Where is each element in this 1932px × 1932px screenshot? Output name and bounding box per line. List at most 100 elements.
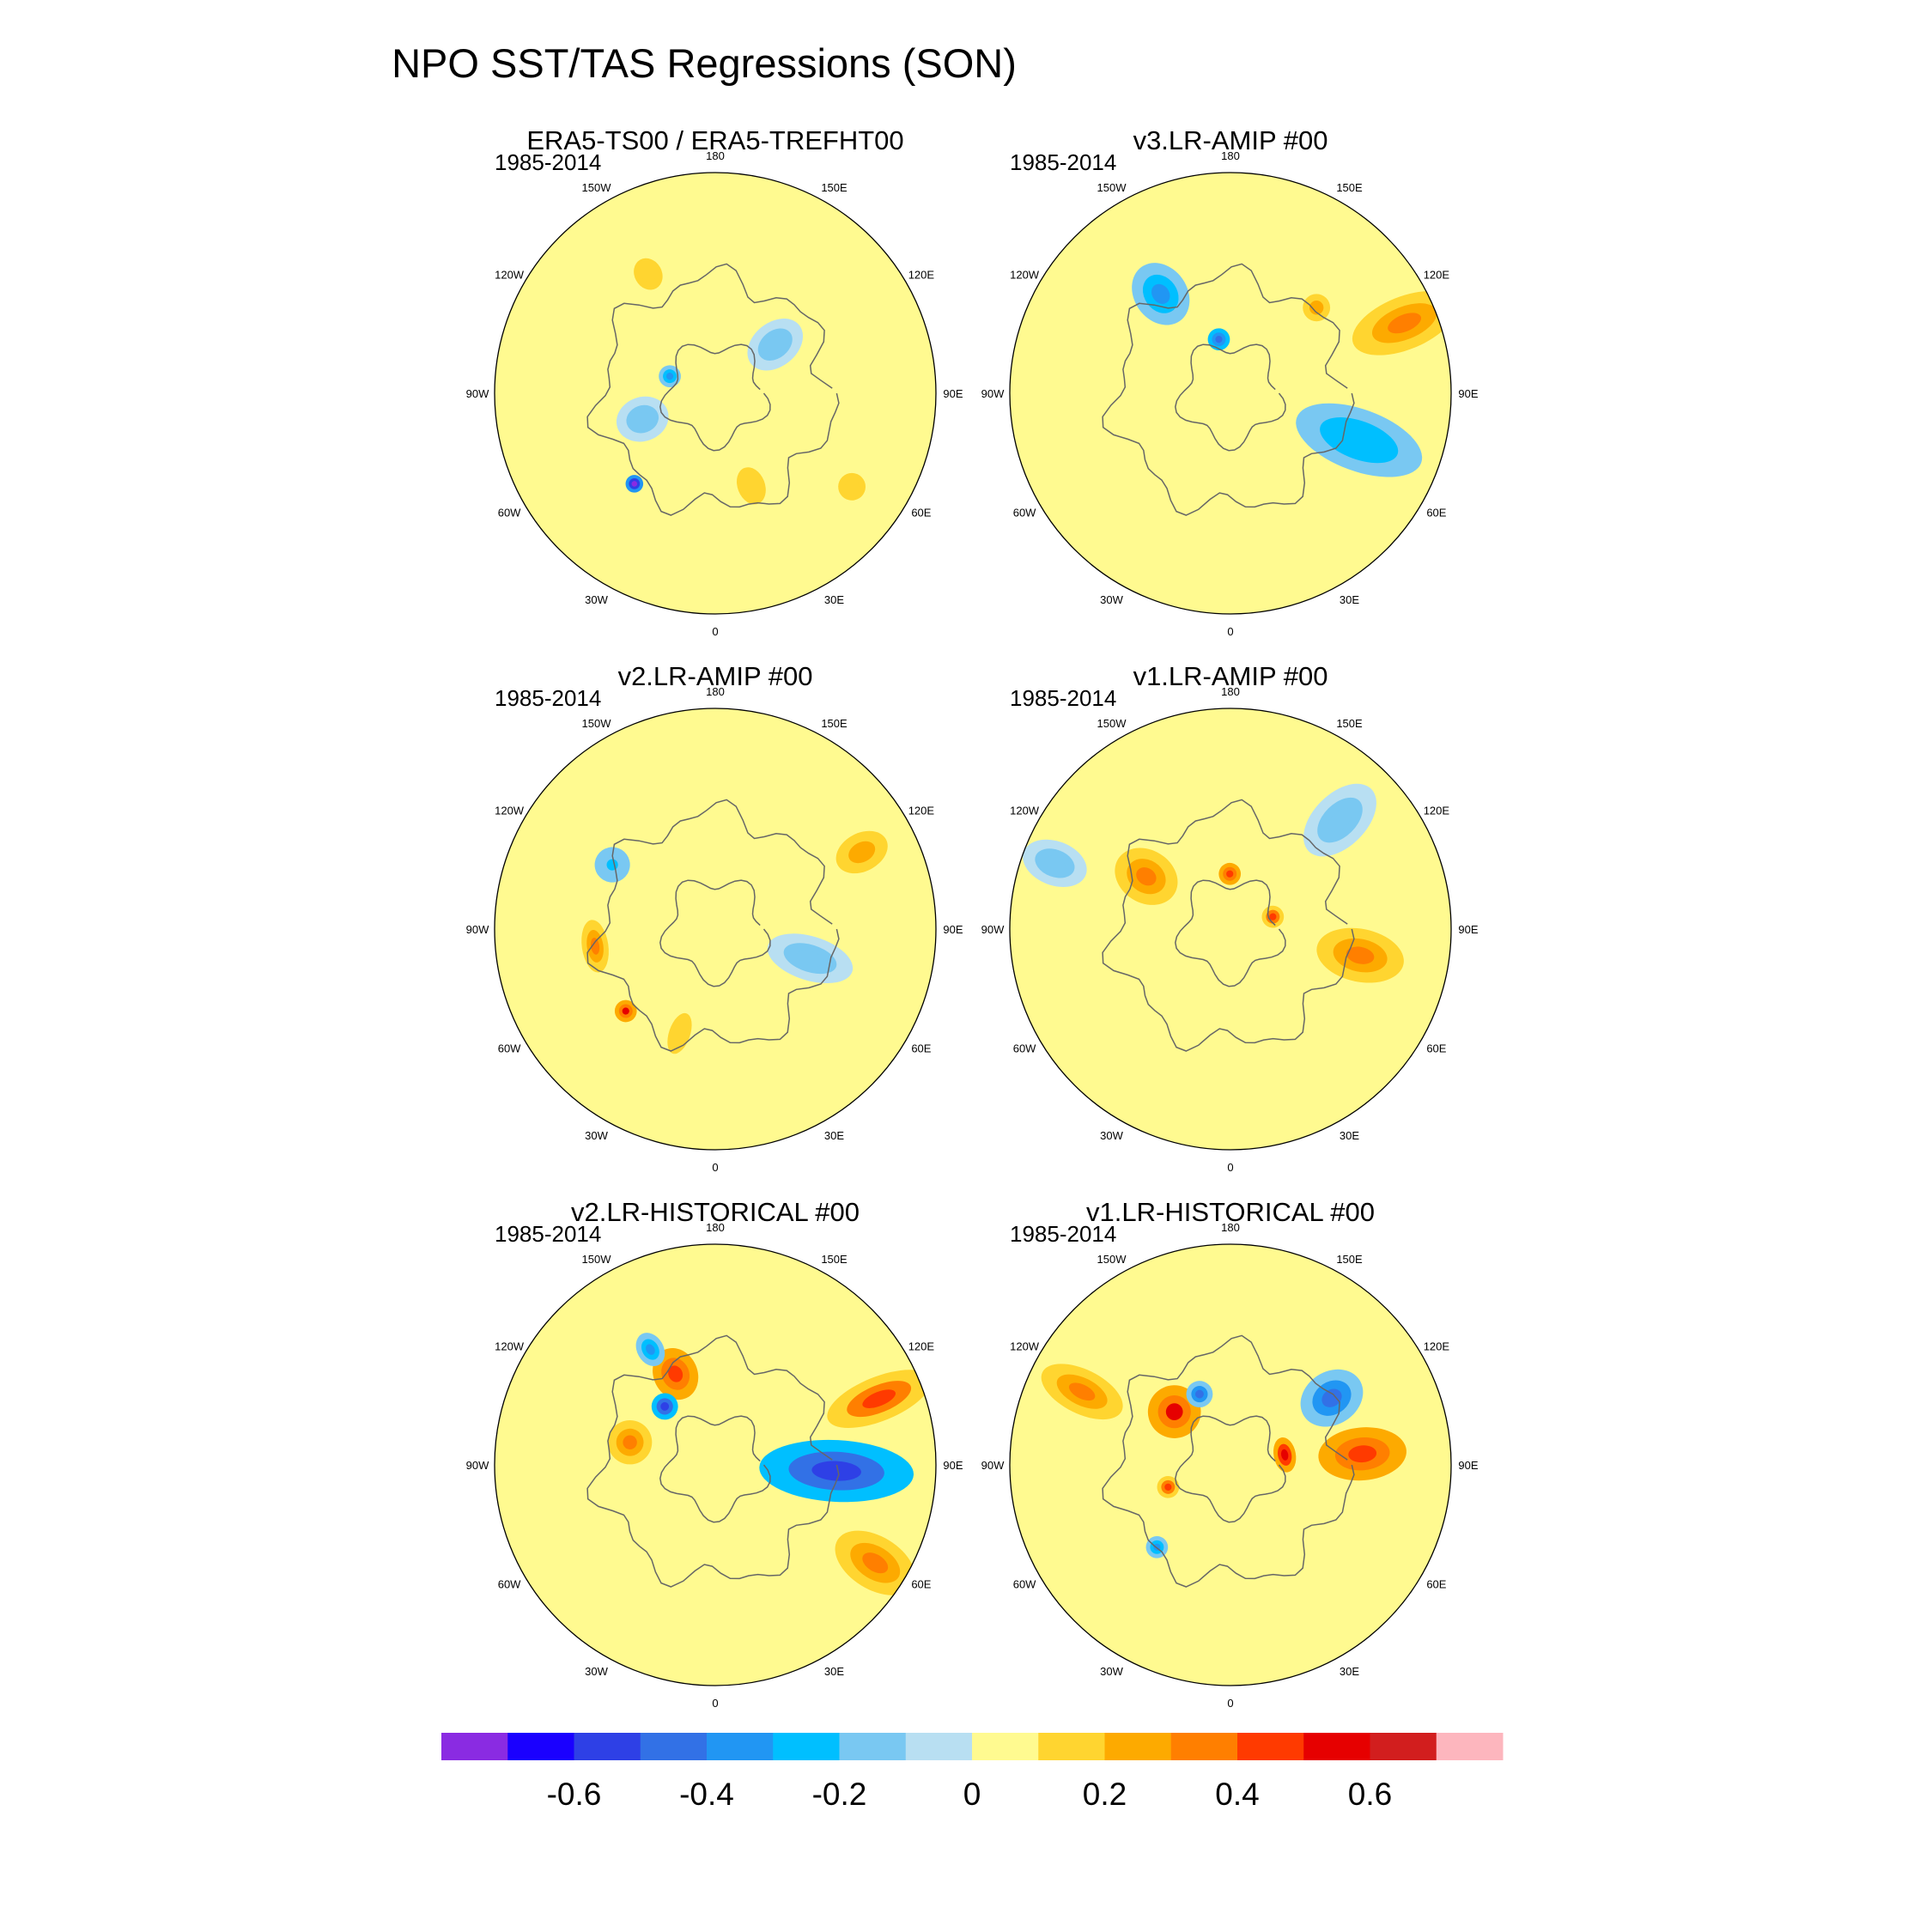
anomaly-region	[1218, 862, 1242, 885]
anomaly-contour	[811, 1461, 861, 1481]
anomaly-region	[759, 1439, 914, 1503]
anomaly-contour	[1388, 313, 1422, 334]
anomaly-region	[616, 396, 669, 442]
colorbar-swatch	[972, 1733, 1039, 1760]
longitude-label: 0	[712, 625, 718, 638]
longitude-label: 30W	[1100, 1129, 1123, 1142]
map-boundary	[494, 172, 937, 615]
map-boundary	[1009, 708, 1452, 1151]
longitude-label: 150E	[821, 1253, 848, 1266]
regression-field	[495, 173, 936, 614]
regression-field	[1010, 708, 1451, 1150]
coastline	[586, 1334, 840, 1588]
longitude-label: 30E	[824, 1665, 844, 1678]
colorbar-swatch	[905, 1733, 973, 1760]
coastlines	[586, 1334, 840, 1588]
regression-field	[1010, 173, 1451, 614]
coastlines	[586, 263, 840, 516]
anomaly-contour	[796, 950, 824, 967]
longitude-label: 0	[712, 1161, 718, 1174]
field-background	[495, 1244, 936, 1686]
anomaly-region	[659, 365, 681, 388]
coastlines	[1102, 263, 1355, 516]
longitude-label: 0	[1227, 1697, 1233, 1710]
anomaly-region	[594, 847, 630, 883]
longitude-label: 30W	[1100, 593, 1123, 606]
anomaly-region	[635, 1333, 665, 1367]
longitude-label: 60W	[1013, 1042, 1036, 1055]
map-boundary	[1009, 172, 1452, 615]
anomaly-region	[1132, 263, 1190, 325]
longitude-label: 120W	[1010, 269, 1040, 282]
anomaly-contour	[1165, 1403, 1183, 1421]
anomaly-region	[1115, 848, 1178, 905]
anomaly-contour	[862, 1552, 889, 1574]
anomaly-region	[1207, 328, 1230, 351]
coastline	[1175, 343, 1286, 452]
anomaly-contour	[646, 1344, 655, 1355]
coastline	[1175, 1415, 1286, 1523]
field-background	[495, 173, 936, 614]
longitude-label: 90E	[943, 923, 963, 936]
anomaly-region	[767, 933, 854, 984]
longitude-label: 180	[1221, 1221, 1240, 1234]
anomaly-contour	[744, 476, 759, 495]
coastline	[659, 343, 771, 452]
colorbar-tick-label: 0	[963, 1777, 981, 1812]
field-background	[1010, 1244, 1451, 1686]
longitude-label: 60E	[1426, 1042, 1446, 1055]
colorbar: -0.6 -0.4 -0.2 0 0.2 0.4 0.6	[441, 1733, 1504, 1812]
colorbar-swatch	[1170, 1733, 1238, 1760]
colorbar-swatch	[1370, 1733, 1437, 1760]
anomaly-region	[1147, 1385, 1201, 1438]
colorbar-swatch	[507, 1733, 574, 1760]
longitude-label: 120E	[1424, 1340, 1450, 1353]
longitude-label: 90E	[1458, 1459, 1478, 1472]
anomaly-region	[1041, 1364, 1123, 1420]
anomaly-contour	[1321, 1388, 1342, 1407]
anomaly-contour	[1068, 1382, 1096, 1401]
panel-period: 1985-2014	[1010, 685, 1116, 711]
longitude-label: 90W	[981, 923, 1005, 936]
longitude-label: 90W	[466, 387, 489, 400]
anomaly-contour	[1151, 283, 1170, 304]
longitude-label: 180	[706, 149, 725, 162]
longitude-label: 150E	[1336, 717, 1363, 730]
colorbar-swatch	[1104, 1733, 1172, 1760]
anomaly-region	[829, 465, 874, 509]
panel-period: 1985-2014	[495, 149, 601, 175]
longitude-label: 120E	[1424, 805, 1450, 817]
longitude-label: 120W	[1010, 1340, 1040, 1353]
anomaly-region	[624, 248, 671, 300]
panel-title: v2.LR-AMIP #00	[618, 661, 813, 691]
longitude-label: 120E	[908, 1340, 935, 1353]
colorbar-swatch	[441, 1733, 508, 1760]
longitude-label: 0	[1227, 1161, 1233, 1174]
longitude-label: 120W	[1010, 805, 1040, 817]
anomaly-contour	[848, 841, 876, 864]
colorbar-tick-label: 0.4	[1215, 1777, 1259, 1812]
panel-period: 1985-2014	[495, 1221, 601, 1247]
figure-title: NPO SST/TAS Regressions (SON)	[392, 40, 1017, 86]
coastline	[659, 1415, 771, 1523]
panel-period: 1985-2014	[495, 685, 601, 711]
anomaly-region	[607, 1420, 653, 1465]
anomaly-contour	[1348, 1445, 1377, 1463]
anomaly-contour	[1280, 1449, 1289, 1461]
longitude-label: 150W	[1097, 717, 1127, 730]
anomaly-region	[1296, 403, 1423, 477]
anomaly-region	[1318, 1427, 1406, 1481]
longitude-label: 150W	[582, 717, 612, 730]
anomaly-contour	[1309, 301, 1324, 315]
longitude-label: 150W	[582, 1253, 612, 1266]
panel-title: ERA5-TS00 / ERA5-TREFHT00	[526, 125, 903, 155]
longitude-label: 30W	[585, 1129, 608, 1142]
longitude-label: 30E	[1340, 593, 1359, 606]
anomaly-region	[835, 1530, 915, 1595]
anomaly-region	[747, 318, 804, 371]
map-panel: v1.LR-AMIP #00 1985-2014 180 150E 120E 90E 60E…	[981, 661, 1479, 1174]
longitude-label: 150E	[1336, 181, 1363, 194]
longitude-label: 120E	[908, 805, 935, 817]
